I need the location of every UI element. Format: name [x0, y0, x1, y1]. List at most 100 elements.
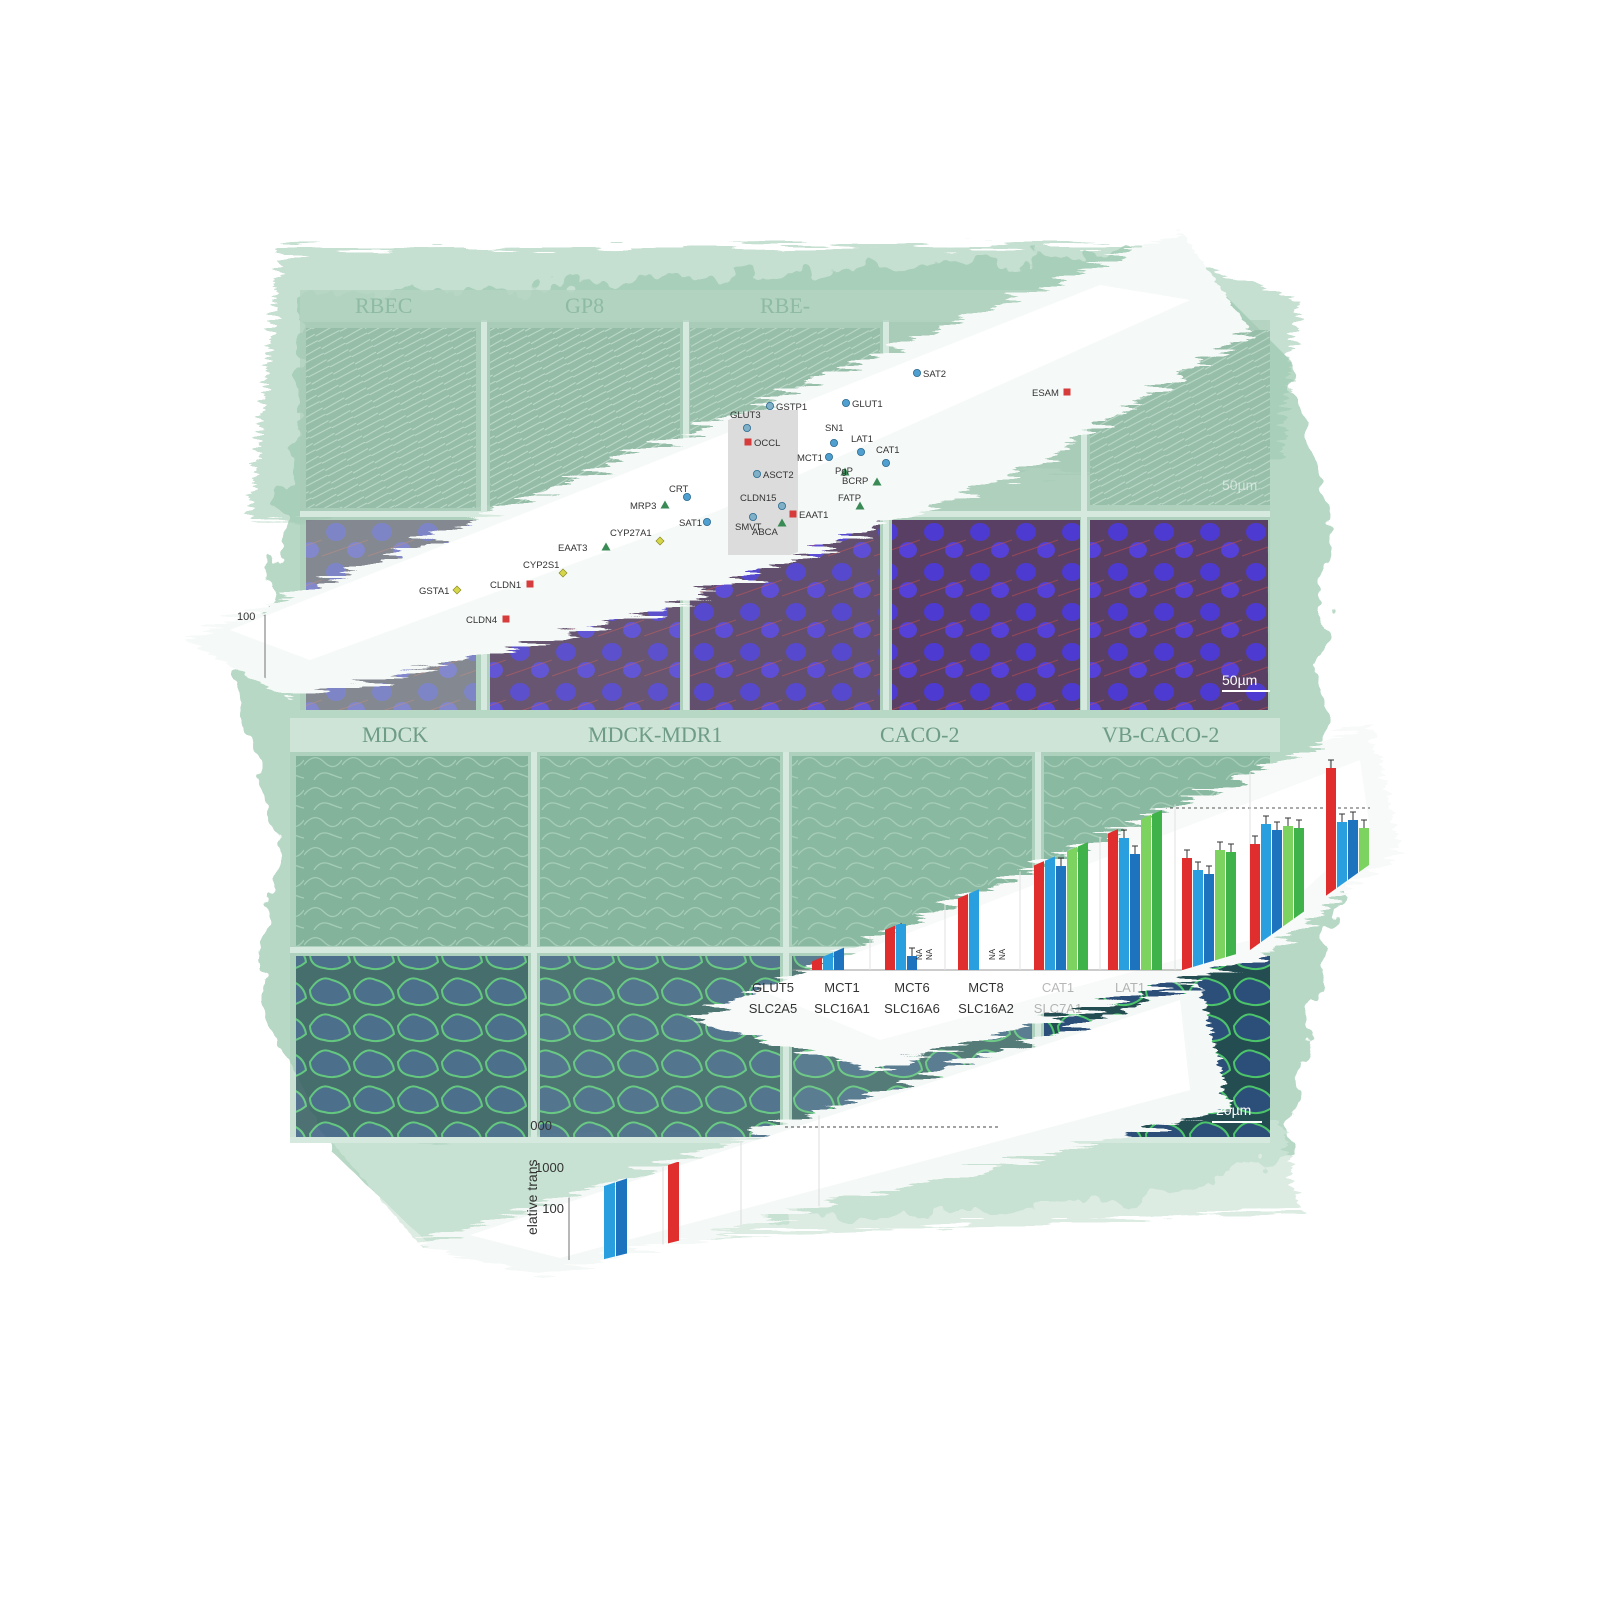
bar-category-gene: SLC2A5 [749, 1001, 797, 1016]
scatter-point-label: FATP [838, 493, 861, 504]
scatter-marker [655, 536, 665, 546]
bar-category-name: MCT1 [824, 980, 859, 995]
scatter-marker [601, 542, 611, 551]
bottom-chart-band: 000 1000 100 elative trans [420, 985, 1230, 1275]
scatter-marker [749, 513, 758, 522]
scatter-point-label: CLDN4 [466, 615, 497, 626]
scatter-marker [872, 477, 882, 486]
bar [1056, 866, 1066, 970]
bar [834, 930, 844, 970]
bar-category-name: MCT6 [894, 980, 929, 995]
scatter-point-label: SMVT [735, 522, 762, 533]
scatter-marker [857, 447, 866, 456]
bar [1067, 838, 1077, 970]
bar [1359, 828, 1369, 970]
scatter-point-label: ASCT2 [763, 470, 794, 481]
scatter-marker [502, 615, 510, 623]
scatter-point-label: PgP [835, 466, 853, 477]
scatter-marker [744, 438, 752, 446]
scatter-point-label: SAT2 [923, 369, 946, 380]
bar-category-name: LAT1 [1115, 980, 1145, 995]
scatter-point-label: LAT1 [851, 434, 873, 445]
scatter-point-label: OCCL [754, 438, 780, 449]
scale-bar-corner: 50µm [1222, 477, 1257, 493]
panel-title-mdck: MDCK [362, 722, 428, 747]
bar [1204, 874, 1214, 970]
bar [1226, 852, 1236, 970]
bar [1326, 768, 1336, 970]
scale-bar-top: 50µm [1222, 672, 1270, 692]
scale-bar-label-top: 50µm [1222, 672, 1257, 688]
scatter-marker [743, 423, 752, 432]
scatter-marker [753, 469, 762, 478]
panel-title-rbec: RBEC [355, 293, 412, 318]
scatter-marker [1063, 388, 1071, 396]
bar-category-gene: SLC7A1 [1034, 1001, 1082, 1016]
bar-na-label: NA [988, 948, 997, 960]
scatter-marker [766, 401, 775, 410]
scatter-point-label: MCT1 [797, 453, 823, 464]
bar [1215, 850, 1225, 970]
bar-chart: NA NA NA NA [790, 759, 1370, 971]
bottom-bar [668, 1162, 679, 1260]
bottom-bar [616, 1118, 627, 1260]
bottom-y-axis-label: elative trans [524, 1160, 540, 1235]
bar [907, 956, 917, 970]
bar-category-gene: SLC16A2 [958, 1001, 1014, 1016]
bar-category-name: GLUT5 [752, 980, 794, 995]
scatter-point-label: CRT [669, 484, 689, 495]
bar-band: NA NA NA NA GLUT5SLC2A5MCT1SLC16A1MCT6SLC16… [690, 720, 1400, 1070]
scatter-point-label: GSTP1 [776, 402, 807, 413]
bottom-y-tick-0: 000 [530, 1118, 552, 1133]
bottom-y-tick-1: 1000 [535, 1160, 564, 1175]
bar-category-gene: SLC16A6 [884, 1001, 940, 1016]
scatter-marker [789, 510, 797, 518]
scatter-point-label: BCRP [842, 476, 868, 487]
scatter-point-label: SN1 [825, 423, 843, 434]
bar [1182, 858, 1192, 970]
bar [1250, 844, 1260, 970]
bar [1108, 806, 1118, 970]
scale-bar-label-corner: 50µm [1222, 477, 1257, 493]
bar-category-name: CAT1 [1042, 980, 1074, 995]
panel-title-mdck-mdr1: MDCK-MDR1 [588, 722, 722, 747]
scatter-point-label: GSTA1 [419, 586, 449, 597]
bar [1034, 850, 1044, 970]
bar [1045, 856, 1055, 970]
bottom-y-tick-2: 100 [542, 1201, 564, 1216]
bar [1261, 824, 1271, 970]
scatter-point-label: ESAM [1032, 388, 1059, 399]
panel-title-strip [290, 290, 1280, 752]
scatter-marker [855, 501, 865, 510]
panel-title-vb-caco2: VB-CACO-2 [1102, 722, 1219, 747]
scatter-point-label: EAAT3 [558, 543, 587, 554]
bar [1119, 838, 1129, 970]
bar [1272, 830, 1282, 970]
scatter-marker [660, 500, 670, 509]
scatter-marker [703, 518, 712, 527]
scatter-marker [842, 398, 851, 407]
scatter-point-label: CLDN1 [490, 580, 521, 591]
scatter-marker [778, 501, 787, 510]
scatter-marker [558, 568, 568, 578]
bar-na-label: NA [925, 948, 934, 960]
bar [1152, 810, 1162, 970]
bar [969, 882, 979, 970]
scatter-marker [777, 518, 787, 527]
bar [1193, 870, 1203, 970]
bar [1348, 820, 1358, 970]
scatter-marker [840, 467, 850, 476]
bar [1141, 806, 1151, 970]
bar-category-name: MCT8 [968, 980, 1003, 995]
panel-title-caco2: CACO-2 [880, 722, 959, 747]
scatter-point-label: EAAT1 [799, 510, 828, 521]
bar-na-label: NA [998, 948, 1007, 960]
bottom-bar [604, 1124, 615, 1260]
bar [896, 924, 906, 970]
panel-title-rbe: RBE- [760, 293, 810, 318]
scatter-point-label: CAT1 [876, 445, 900, 456]
scatter-marker [526, 580, 534, 588]
bar-na-label: NA [915, 948, 924, 960]
scatter-point-label: GLUT3 [730, 410, 761, 421]
